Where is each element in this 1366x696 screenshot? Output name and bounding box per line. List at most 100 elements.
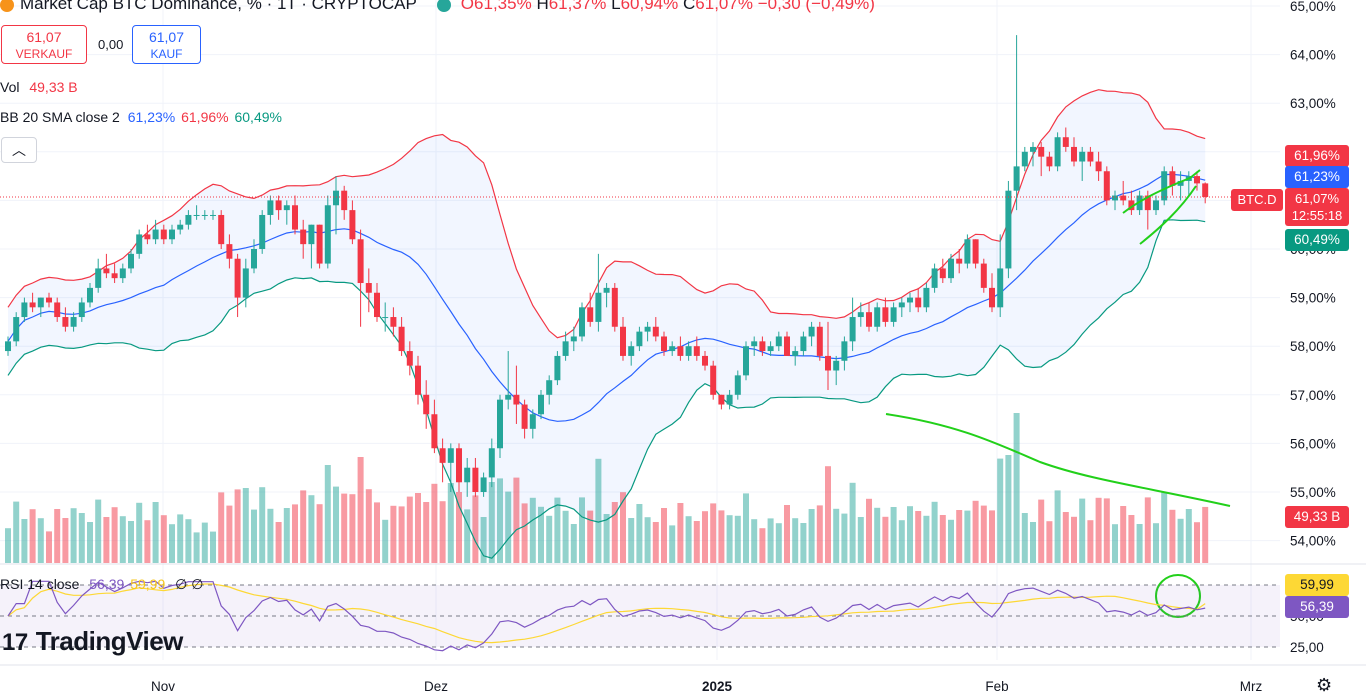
candle-body — [505, 394, 512, 400]
buy-button[interactable]: 61,07 KAUF — [132, 25, 201, 64]
volume-bar — [382, 519, 389, 563]
candle-body — [1144, 195, 1151, 211]
candle-body — [160, 229, 167, 240]
volume-bar — [316, 504, 323, 563]
candle-body — [193, 214, 200, 216]
time-axis[interactable]: Nov Dez 2025 Feb Mrz — [151, 679, 1262, 694]
candle-body — [874, 307, 881, 327]
candle — [718, 394, 725, 410]
candle-body — [382, 317, 389, 319]
annotation-upper-trendline — [1122, 169, 1201, 214]
price-tick-label: 64,00% — [1290, 48, 1336, 63]
chevron-up-icon: ︿ — [12, 142, 26, 158]
candle — [242, 258, 249, 308]
candle-body — [841, 341, 848, 361]
candle — [46, 292, 52, 308]
candle-body — [292, 205, 298, 230]
candle — [128, 249, 134, 274]
candle — [611, 283, 618, 332]
candle-body — [964, 239, 971, 264]
collapse-legend-button[interactable]: ︿ — [1, 137, 37, 163]
volume-bar — [710, 503, 717, 563]
candle — [78, 297, 85, 322]
candle-body — [5, 341, 11, 352]
candle — [119, 263, 126, 284]
volume-bar — [218, 492, 225, 563]
symbol-tag[interactable]: BTC.D — [1231, 189, 1283, 211]
candle-body — [46, 297, 52, 303]
candle-body — [669, 346, 676, 352]
rsi-ma-badge: 59,99 — [1285, 574, 1349, 596]
volume-bar — [636, 504, 643, 563]
candle-body — [1062, 137, 1069, 147]
annotation-rsi-circle — [1155, 574, 1201, 618]
volume-bar — [570, 524, 577, 563]
candle — [808, 321, 815, 347]
tradingview-logo[interactable]: 17 TradingView — [2, 626, 183, 657]
candle-body — [398, 326, 405, 352]
candle — [1112, 190, 1118, 211]
volume-legend[interactable]: Vol 49,33 B — [0, 79, 78, 95]
volume-bar — [546, 515, 553, 563]
volume-bar — [784, 505, 790, 563]
candle — [849, 297, 856, 352]
candle-body — [497, 399, 503, 449]
candle-body — [972, 239, 979, 264]
volume-bar — [447, 483, 454, 563]
volume-bar — [644, 517, 651, 563]
candle — [497, 394, 503, 458]
volume-bar — [103, 517, 110, 563]
candle — [1095, 151, 1102, 181]
candle — [693, 336, 700, 361]
candle — [275, 195, 282, 220]
volume-bar — [128, 521, 134, 563]
volume-bar — [554, 497, 561, 563]
candle-body — [275, 200, 282, 211]
candle-body — [283, 205, 290, 211]
bb-lower-badge: 60,49% — [1285, 229, 1349, 251]
candle-body — [54, 302, 61, 318]
tradingview-logo-mark: 17 — [2, 629, 28, 656]
candle-body — [1103, 171, 1110, 201]
rsi-legend[interactable]: RSI 14 close 56,39 59,99 ∅ ∅ — [0, 576, 203, 593]
symbol-title[interactable]: Market Cap BTC Dominance, % · 1T · CRYPT… — [20, 0, 417, 13]
candle — [29, 292, 36, 313]
candle — [324, 195, 331, 269]
candle — [160, 224, 167, 245]
volume-bar — [415, 493, 421, 563]
candle — [423, 380, 430, 429]
candle — [964, 234, 971, 269]
price-axis[interactable]: 65,00%64,00%63,00%62,00%61,00%60,00%59,0… — [1290, 0, 1336, 549]
candle — [13, 312, 20, 347]
candle-body — [119, 268, 126, 279]
candle-body — [751, 341, 758, 347]
volume-bar — [882, 516, 889, 563]
drawn-annotations[interactable] — [885, 169, 1231, 618]
volume-bar — [390, 505, 397, 563]
candle-body — [980, 263, 987, 288]
volume-bar — [1128, 515, 1135, 563]
candle-body — [431, 414, 438, 449]
gear-icon[interactable]: ⚙ — [1316, 675, 1333, 695]
ohlc-high: 61,37% — [548, 0, 607, 13]
candle — [505, 351, 512, 410]
sell-button[interactable]: 61,07 VERKAUF — [1, 25, 87, 64]
candle — [644, 321, 651, 342]
rsi-pane[interactable]: 75,0050,0025,00 — [0, 578, 1324, 655]
volume-bar — [628, 518, 635, 563]
ohlc-open-label: O — [460, 0, 475, 13]
candle — [341, 185, 348, 220]
candle — [989, 273, 995, 313]
candle-body — [620, 326, 626, 356]
volume-bar — [1120, 506, 1127, 563]
time-tick-label: 2025 — [702, 679, 733, 694]
volume-bar — [661, 508, 667, 563]
bb-legend[interactable]: BB 20 SMA close 2 61,23% 61,96% 60,49% — [0, 109, 282, 125]
candle-body — [136, 234, 143, 254]
candle-body — [652, 326, 659, 337]
candle-body — [316, 224, 323, 264]
volume-bar — [374, 502, 380, 563]
candle — [259, 210, 266, 254]
candle — [587, 292, 594, 327]
